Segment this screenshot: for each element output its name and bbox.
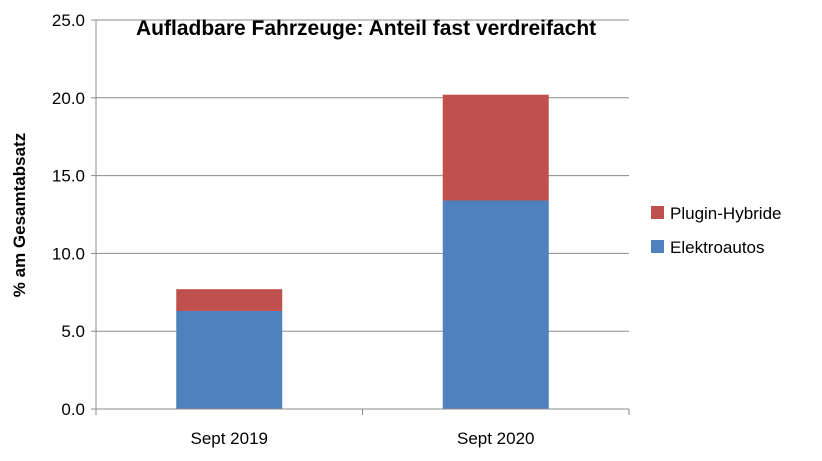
legend-swatch — [651, 206, 664, 219]
legend-label: Plugin-Hybride — [670, 204, 782, 223]
x-category-label: Sept 2020 — [457, 429, 535, 448]
bar-elektroautos-sept-2020 — [442, 200, 549, 409]
y-tick-label: 0.0 — [61, 400, 85, 419]
x-category-label: Sept 2019 — [190, 429, 268, 448]
gridlines — [96, 19, 629, 332]
legend-swatch — [651, 240, 664, 253]
bar-elektroautos-sept-2019 — [176, 310, 283, 409]
legend-label: Elektroautos — [670, 238, 765, 257]
y-tick-label: 15.0 — [52, 167, 85, 186]
y-tick-label: 20.0 — [52, 89, 85, 108]
bar-plugin-hybride-sept-2019 — [176, 289, 283, 311]
y-axis-label: % am Gesamtabsatz — [10, 133, 29, 297]
chart-title: Aufladbare Fahrzeuge: Anteil fast verdre… — [136, 17, 596, 40]
bars — [176, 94, 549, 409]
y-tick-label: 10.0 — [52, 244, 85, 263]
y-tick-label: 25.0 — [52, 11, 85, 30]
bar-plugin-hybride-sept-2020 — [442, 94, 549, 201]
legend: Plugin-Hybride Elektroautos — [651, 204, 782, 257]
axes: 0.0 5.0 10.0 15.0 20.0 25.0 Sept 2019 Sept 2020 — [52, 11, 630, 448]
y-tick-label: 5.0 — [61, 322, 85, 341]
